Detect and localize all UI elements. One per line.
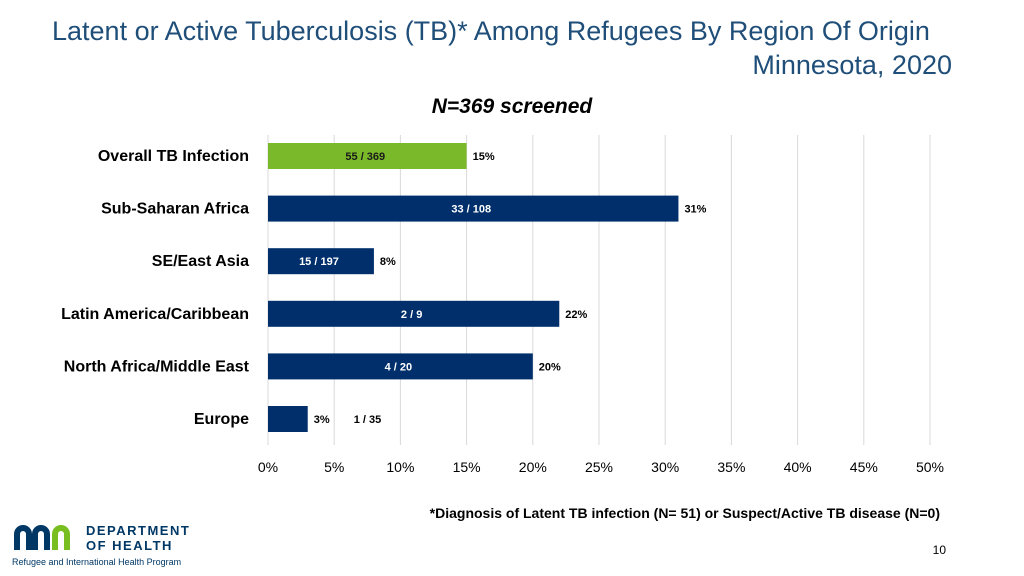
category-label: North Africa/Middle East	[64, 358, 250, 375]
bar	[268, 195, 679, 222]
data-label-count: 15 / 197	[299, 256, 339, 268]
data-label-count: 1 / 35	[354, 414, 382, 426]
data-label-count: 4 / 20	[385, 361, 413, 373]
chart-title-line1: Latent or Active Tuberculosis (TB)* Amon…	[52, 16, 930, 46]
logo-department-text: DEPARTMENT OF HEALTH	[86, 523, 190, 553]
x-tick-label: 30%	[651, 459, 679, 475]
data-label-count: 55 / 369	[345, 151, 385, 163]
data-label-percent: 3%	[314, 414, 330, 426]
bar	[268, 248, 374, 275]
x-tick-label: 35%	[717, 459, 745, 475]
data-label-percent: 15%	[473, 151, 495, 163]
category-label: SE/East Asia	[152, 253, 249, 270]
x-tick-label: 0%	[258, 459, 278, 475]
data-label-percent: 20%	[539, 361, 561, 373]
footnote: *Diagnosis of Latent TB infection (N= 51…	[429, 505, 940, 521]
bar	[268, 406, 308, 432]
x-tick-label: 15%	[453, 459, 481, 475]
category-label: Overall TB Infection	[98, 148, 249, 165]
x-tick-label: 5%	[324, 459, 344, 475]
data-label-count: 33 / 108	[451, 204, 491, 216]
x-tick-label: 20%	[519, 459, 547, 475]
x-tick-label: 25%	[585, 459, 613, 475]
mdh-logo: DEPARTMENT OF HEALTH Refugee and Interna…	[12, 520, 212, 572]
chart-title: Latent or Active Tuberculosis (TB)* Amon…	[40, 14, 952, 82]
chart-title-line2: Minnesota, 2020	[752, 50, 952, 80]
page-number: 10	[932, 543, 946, 557]
x-tick-label: 40%	[784, 459, 812, 475]
category-label: Europe	[194, 411, 249, 428]
bar	[268, 143, 467, 169]
category-label: Sub-Saharan Africa	[101, 201, 249, 218]
logo-program-text: Refugee and International Health Program	[12, 557, 182, 567]
data-label-count: 2 / 9	[401, 309, 422, 321]
x-tick-label: 10%	[386, 459, 414, 475]
x-tick-label: 45%	[850, 459, 878, 475]
bar	[268, 353, 533, 380]
data-label-percent: 8%	[380, 256, 396, 268]
category-label: Latin America/Caribbean	[61, 306, 249, 323]
logo-line2: OF HEALTH	[86, 538, 173, 553]
data-label-percent: 31%	[684, 204, 706, 216]
bar	[268, 300, 560, 327]
data-label-percent: 22%	[565, 309, 587, 321]
bar-chart: 0% 5% 10% 15% 20% 25% 30% 35% 40% 45% 50% Overall T…	[61, 135, 944, 475]
chart-subtitle: N=369 screened	[431, 95, 593, 118]
mn-logo-icon	[14, 525, 70, 550]
x-tick-label: 50%	[916, 459, 944, 475]
logo-line1: DEPARTMENT	[86, 523, 191, 538]
